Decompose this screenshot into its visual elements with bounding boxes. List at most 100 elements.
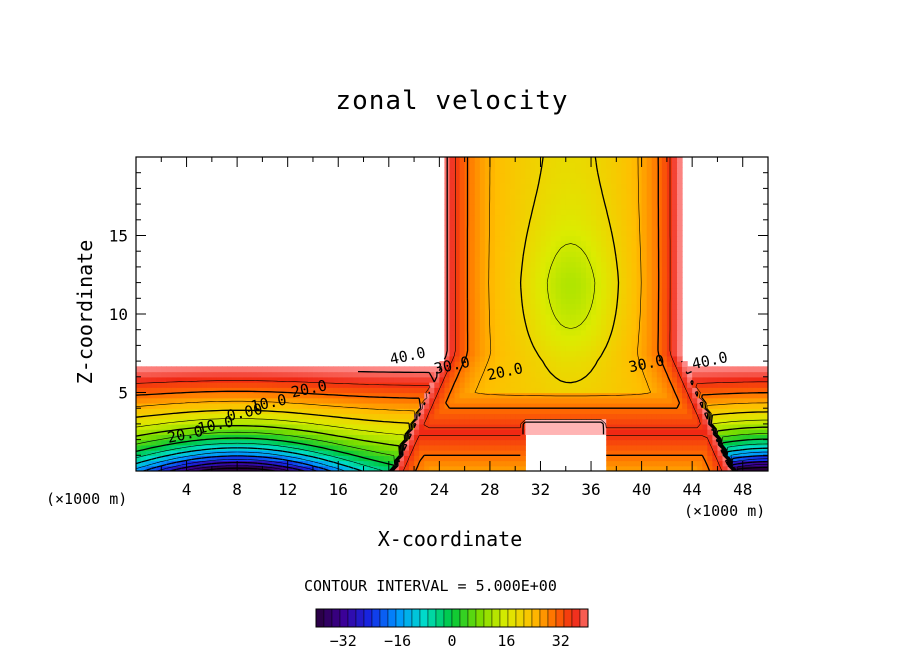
field-cell (545, 204, 552, 210)
field-cell (757, 413, 764, 420)
field-cell (520, 413, 526, 420)
field-cell (575, 376, 582, 383)
field-cell (712, 465, 719, 471)
field-cell (282, 413, 289, 420)
field-cell (545, 376, 552, 383)
field-cell (474, 345, 481, 352)
field-cell (469, 340, 476, 346)
field-cell (530, 387, 537, 394)
field-cell (651, 455, 658, 462)
field-cell (348, 387, 355, 394)
field-cell (156, 439, 162, 446)
field-cell (211, 439, 218, 446)
field-cell (403, 444, 410, 451)
field-cell (585, 183, 592, 189)
field-cell (424, 397, 430, 404)
field-cell (434, 429, 440, 435)
field-cell (570, 240, 577, 247)
field-cell (156, 413, 162, 420)
field-cell (757, 392, 764, 399)
field-cell (454, 434, 461, 441)
field-cell (489, 423, 496, 430)
field-cell (484, 266, 491, 273)
field-cell (161, 397, 167, 404)
field-cell (636, 245, 643, 252)
field-cell (474, 272, 481, 278)
field-cell (661, 402, 668, 409)
field-cell (591, 402, 597, 409)
field-cell (409, 392, 415, 399)
field-cell (606, 418, 612, 425)
field-cell (606, 183, 612, 189)
field-cell (585, 282, 592, 289)
field-cell (530, 230, 537, 237)
field-cell (459, 209, 466, 216)
field-cell (343, 366, 349, 373)
field-cell (479, 418, 486, 425)
field-cell (606, 366, 612, 373)
field-cell (626, 219, 633, 226)
field-cell (136, 402, 142, 409)
field-cell (489, 230, 496, 237)
field-cell (247, 423, 253, 430)
field-cell (676, 439, 683, 446)
field-cell (641, 340, 648, 346)
field-cell (682, 423, 688, 430)
field-cell (515, 303, 521, 310)
field-cell (671, 334, 678, 341)
field-cell (449, 355, 456, 362)
field-cell (201, 418, 208, 425)
field-cell (591, 209, 597, 216)
field-cell (489, 282, 496, 289)
field-cell (611, 214, 617, 221)
field-cell (560, 183, 567, 189)
field-cell (434, 402, 440, 409)
field-cell (166, 465, 172, 471)
field-cell (171, 402, 178, 409)
field-cell (626, 366, 633, 373)
field-cell (403, 465, 410, 471)
field-cell (500, 235, 506, 242)
field-cell (489, 277, 496, 284)
field-cell (211, 392, 218, 399)
field-cell (656, 235, 663, 242)
field-cell (257, 465, 263, 471)
field-cell (297, 429, 304, 435)
field-cell (474, 371, 481, 378)
field-cell (398, 371, 405, 378)
field-cell (333, 439, 339, 446)
field-cell (196, 392, 203, 399)
field-cell (636, 329, 643, 336)
field-cell (671, 314, 678, 320)
field-cell (206, 429, 213, 435)
field-cell (277, 444, 284, 451)
field-cell (596, 293, 602, 299)
field-cell (616, 256, 622, 263)
field-cell (338, 450, 344, 456)
field-cell (484, 303, 491, 310)
field-cell (515, 413, 521, 420)
field-cell (596, 429, 602, 435)
field-cell (585, 188, 592, 195)
field-cell (540, 345, 547, 352)
field-cell (580, 193, 587, 200)
field-cell (338, 460, 344, 467)
field-cell (500, 355, 506, 362)
field-cell (671, 376, 678, 383)
field-cell (216, 455, 223, 462)
field-cell (636, 287, 643, 294)
field-cell (489, 308, 496, 315)
field-cell (489, 214, 496, 221)
field-cell (211, 429, 218, 435)
field-cell (141, 455, 147, 462)
field-cell (267, 402, 274, 409)
field-cell (621, 167, 628, 174)
field-cell (591, 256, 597, 263)
field-cell (429, 366, 435, 373)
field-cell (626, 429, 633, 435)
field-cell (232, 439, 238, 446)
field-cell (232, 450, 238, 456)
field-cell (585, 429, 592, 435)
field-cell (525, 423, 531, 430)
field-cell (449, 434, 456, 441)
